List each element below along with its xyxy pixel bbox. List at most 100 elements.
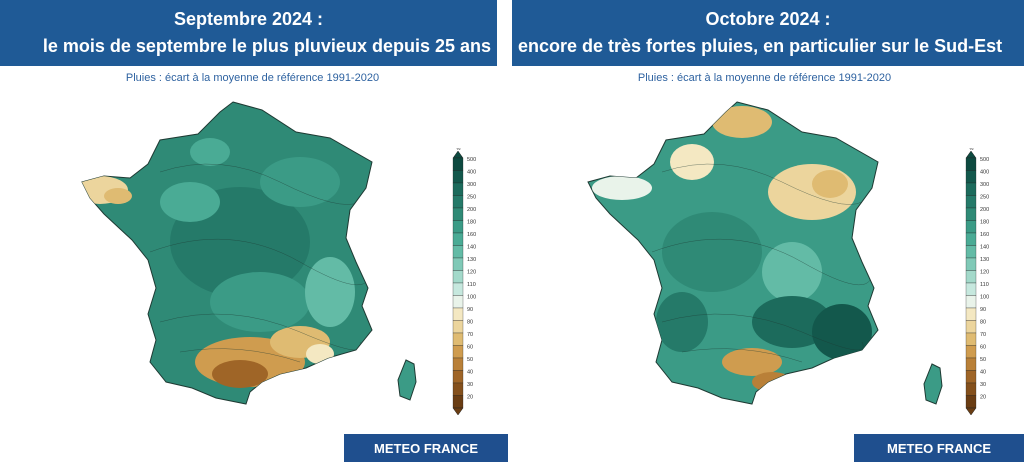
legend-tick-label: 140	[467, 245, 476, 251]
legend-tick-label: 160	[467, 232, 476, 238]
legend-tick-label: 60	[980, 345, 986, 351]
legend-tick-label: 80	[980, 320, 986, 326]
corsica	[397, 359, 417, 401]
legend-tick-label: 200	[467, 207, 476, 213]
legend-tick-label: 50	[467, 357, 473, 363]
rainfall-anomaly-patches	[592, 106, 872, 392]
legend-swatch	[965, 207, 977, 221]
legend-arrow-top	[452, 150, 464, 159]
legend-tick-label: 120	[980, 270, 989, 276]
legend-tick-label: 300	[980, 182, 989, 188]
legend-tick-label: 250	[467, 195, 476, 201]
legend-swatch	[452, 395, 464, 409]
legend-tick-label: 90	[980, 307, 986, 313]
legend-swatch	[965, 182, 977, 196]
legend-tick-label: 130	[980, 257, 989, 263]
meteo-france-logo: METEO FRANCE	[854, 434, 1024, 462]
color-legend: % 500 400 300 250 200 180 160 140 130 120 110 100 90 8…	[965, 148, 989, 416]
legend-swatch	[452, 320, 464, 334]
panel-september: Septembre 2024 : le mois de septembre le…	[0, 0, 508, 462]
legend-swatch	[452, 182, 464, 196]
legend-tick-label: 40	[980, 370, 986, 376]
legend-swatch	[452, 170, 464, 184]
corsica	[923, 363, 943, 405]
legend-tick-label: 20	[467, 395, 473, 401]
isolines	[651, 163, 873, 363]
legend-swatch	[965, 282, 977, 296]
rainfall-anomaly-patches	[82, 138, 355, 388]
legend-tick-label: 200	[980, 207, 989, 213]
legend-swatch	[965, 245, 977, 259]
legend-tick-label: 400	[467, 170, 476, 176]
title-banner: Septembre 2024 : le mois de septembre le…	[0, 0, 497, 66]
panel-october: Octobre 2024 : encore de très fortes plu…	[512, 0, 1024, 462]
legend-swatch	[452, 382, 464, 396]
france-rainfall-map	[81, 101, 417, 405]
legend-tick-label: 120	[467, 270, 476, 276]
legend-swatch	[965, 320, 977, 334]
legend-swatch	[452, 370, 464, 384]
legend-tick-label: 500	[467, 157, 476, 163]
legend-swatch	[965, 257, 977, 271]
legend-swatch	[965, 170, 977, 184]
legend-tick-label: 70	[467, 332, 473, 338]
legend-swatch	[965, 345, 977, 359]
legend-swatch	[965, 395, 977, 409]
legend-tick-label: 140	[980, 245, 989, 251]
legend-swatch	[965, 232, 977, 246]
title-line-1: Octobre 2024 :	[705, 9, 831, 29]
legend-swatch	[965, 157, 977, 171]
legend-swatch	[452, 307, 464, 321]
legend-tick-label: 110	[980, 282, 989, 288]
map-subtitle: Pluies : écart à la moyenne de référence…	[125, 72, 380, 84]
legend-tick-label: 180	[980, 220, 989, 226]
legend-tick-label: 40	[467, 370, 473, 376]
legend-arrow-bottom	[452, 407, 464, 416]
legend-swatch	[452, 195, 464, 209]
legend-tick-label: 250	[980, 195, 989, 201]
legend-swatch	[452, 220, 464, 234]
title-banner: Octobre 2024 : encore de très fortes plu…	[512, 0, 1024, 66]
title-line-1: Septembre 2024 :	[173, 9, 324, 29]
legend-swatch	[965, 220, 977, 234]
legend-swatch	[965, 307, 977, 321]
legend-tick-label: 60	[467, 345, 473, 351]
legend-tick-label: 50	[980, 357, 986, 363]
legend-tick-label: 110	[467, 282, 476, 288]
legend-swatch	[452, 157, 464, 171]
legend-swatch	[965, 332, 977, 346]
legend-swatch	[452, 295, 464, 309]
legend-swatch	[452, 245, 464, 259]
legend-swatch	[965, 270, 977, 284]
title-line-2: encore de très fortes pluies, en particu…	[518, 36, 1003, 56]
legend-tick-label: 500	[980, 157, 989, 163]
legend-arrow-bottom	[965, 407, 977, 416]
legend-unit: %	[969, 148, 974, 152]
legend-tick-label: 20	[980, 395, 986, 401]
legend-tick-label: 100	[467, 295, 476, 301]
color-legend: % 500 400 300 250 200 180 160 140 130 120 110 100 90 8…	[452, 148, 476, 416]
legend-tick-label: 30	[467, 382, 473, 388]
legend-tick-label: 180	[467, 220, 476, 226]
legend-swatch	[965, 195, 977, 209]
legend-swatch	[452, 232, 464, 246]
legend-swatch	[965, 295, 977, 309]
legend-swatch	[965, 370, 977, 384]
legend-swatch	[452, 257, 464, 271]
legend-tick-label: 300	[467, 182, 476, 188]
title-line-2: le mois de septembre le plus pluvieux de…	[42, 36, 491, 56]
legend-tick-label: 400	[980, 170, 989, 176]
legend-swatch	[965, 357, 977, 371]
legend-swatch	[452, 207, 464, 221]
legend-tick-label: 130	[467, 257, 476, 263]
legend-arrow-top	[965, 150, 977, 159]
legend-swatch	[452, 357, 464, 371]
legend-tick-label: 100	[980, 295, 989, 301]
legend-tick-label: 80	[467, 320, 473, 326]
legend-swatch	[452, 345, 464, 359]
legend-tick-label: 70	[980, 332, 986, 338]
meteo-france-logo: METEO FRANCE	[344, 434, 508, 462]
legend-swatch	[452, 332, 464, 346]
france-rainfall-map	[587, 101, 943, 405]
legend-swatch	[452, 270, 464, 284]
